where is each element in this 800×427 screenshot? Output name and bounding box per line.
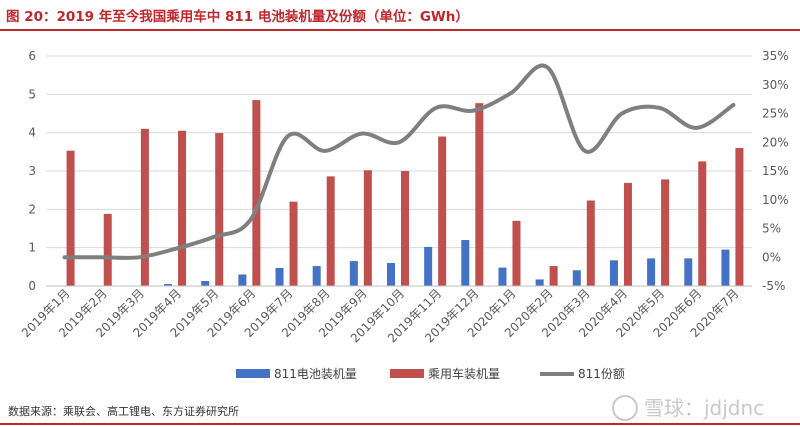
source-note: 数据来源：乘联会、高工锂电、东方证券研究所 bbox=[8, 405, 239, 418]
y-right-tick-label: 25% bbox=[762, 107, 789, 121]
y-left-tick-label: 0 bbox=[28, 279, 36, 293]
bottom-divider bbox=[0, 423, 800, 425]
bar-passenger-car bbox=[661, 179, 670, 286]
bar-811-battery bbox=[572, 270, 581, 286]
y-right-tick-label: 15% bbox=[762, 164, 789, 178]
bar-811-battery bbox=[461, 240, 470, 286]
legend-label: 乘用车装机量 bbox=[428, 366, 500, 381]
bar-811-battery bbox=[535, 279, 544, 286]
y-left-tick-label: 1 bbox=[28, 241, 36, 255]
bar-passenger-car bbox=[735, 148, 744, 286]
legend-swatch-total bbox=[390, 369, 424, 378]
bar-passenger-car bbox=[475, 103, 484, 287]
chart-title: 图 20：2019 年至今我国乘用车中 811 电池装机量及份额（单位：GWh） bbox=[6, 9, 469, 25]
bar-passenger-car bbox=[178, 130, 187, 286]
legend-label: 811份额 bbox=[578, 367, 625, 381]
bar-811-battery bbox=[684, 258, 693, 286]
bar-811-battery bbox=[312, 266, 321, 286]
y-right-tick-label: 10% bbox=[762, 193, 789, 207]
bar-811-battery bbox=[164, 284, 173, 286]
bar-passenger-car bbox=[401, 171, 409, 286]
bar-passenger-car bbox=[698, 161, 707, 286]
bar-passenger-car bbox=[549, 266, 558, 286]
bar-811-battery bbox=[498, 267, 507, 286]
bar-811-battery bbox=[201, 281, 210, 286]
y-left-tick-label: 5 bbox=[28, 87, 36, 101]
y-left-tick-label: 2 bbox=[28, 202, 36, 216]
legend-swatch-811 bbox=[236, 369, 270, 378]
line-811-share bbox=[62, 63, 736, 260]
y-left-tick-label: 3 bbox=[28, 164, 36, 178]
bar-passenger-car bbox=[326, 176, 335, 286]
y-left-tick-label: 4 bbox=[28, 126, 36, 140]
bar-811-battery bbox=[349, 261, 358, 286]
bar-passenger-car bbox=[586, 200, 595, 286]
y-right-tick-label: -5% bbox=[762, 279, 785, 293]
bar-passenger-car bbox=[140, 128, 149, 286]
y-right-tick-label: 30% bbox=[762, 78, 789, 92]
bar-811-battery bbox=[275, 267, 284, 286]
bar-passenger-car bbox=[103, 213, 112, 286]
bar-passenger-car bbox=[438, 136, 447, 286]
bar-passenger-car bbox=[252, 100, 261, 286]
watermark-text: 雪球：jdjdnc bbox=[644, 396, 765, 420]
bar-811-battery bbox=[387, 263, 395, 286]
bar-passenger-car bbox=[66, 150, 75, 286]
snowball-logo-icon bbox=[612, 394, 638, 421]
y-right-tick-label: 0% bbox=[762, 250, 781, 264]
title-divider bbox=[0, 29, 800, 31]
bar-811-battery bbox=[647, 258, 656, 286]
y-right-tick-label: 5% bbox=[762, 222, 781, 236]
battery-chart: 0123456-5%0%5%10%15%20%25%30%35%2019年1月2… bbox=[19, 49, 789, 381]
y-right-tick-label: 35% bbox=[762, 49, 789, 63]
bar-passenger-car bbox=[289, 201, 298, 286]
bar-passenger-car bbox=[363, 170, 372, 286]
y-left-tick-label: 6 bbox=[28, 49, 36, 63]
title-bar: 图 20：2019 年至今我国乘用车中 811 电池装机量及份额（单位：GWh） bbox=[0, 0, 800, 28]
bar-passenger-car bbox=[215, 133, 224, 286]
bar-811-battery bbox=[238, 274, 247, 286]
bar-811-battery bbox=[609, 260, 618, 286]
bar-passenger-car bbox=[512, 220, 521, 286]
watermark: 雪球：jdjdnc bbox=[612, 392, 764, 423]
bar-passenger-car bbox=[623, 182, 632, 286]
y-right-tick-label: 20% bbox=[762, 135, 789, 149]
legend-label: 811电池装机量 bbox=[274, 367, 357, 381]
bar-811-battery bbox=[721, 249, 730, 286]
bar-811-battery bbox=[424, 246, 433, 286]
